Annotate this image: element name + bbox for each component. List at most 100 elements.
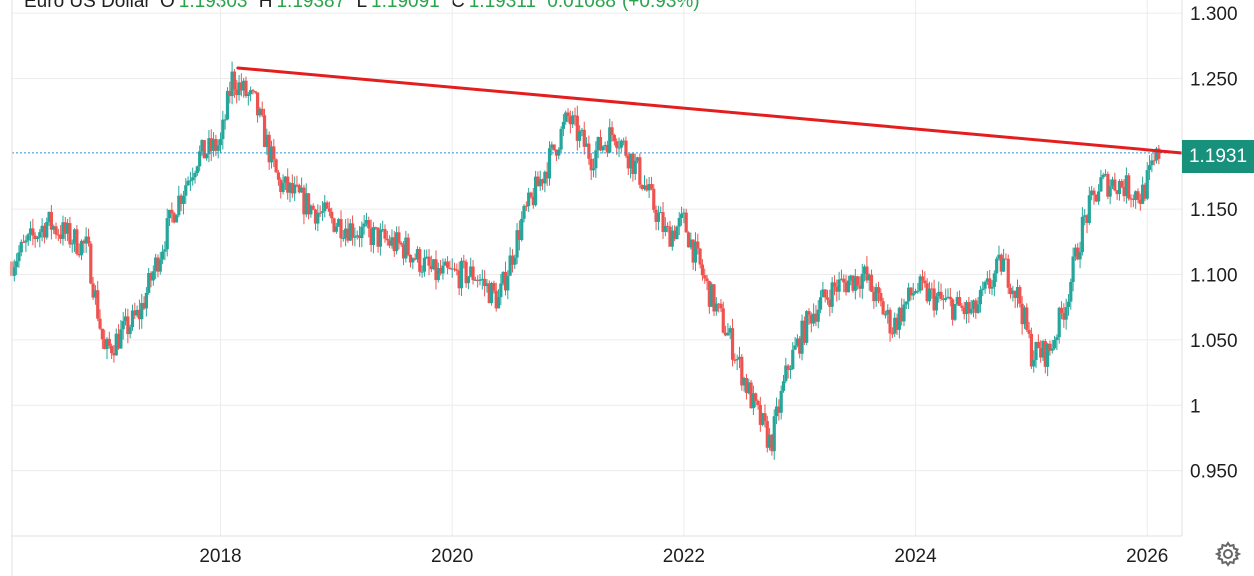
candle-body (1027, 329, 1031, 334)
candle-body (550, 144, 554, 149)
candle-body (445, 261, 450, 268)
y-axis: 0.950 1 1.050 1.100 1.150 1.250 1.300 (1190, 4, 1238, 483)
open-label: O (160, 0, 175, 12)
candle-body (779, 390, 783, 413)
candle-body (144, 292, 148, 309)
candle-body (566, 112, 570, 117)
candle-body (661, 212, 665, 232)
candle-body (529, 192, 533, 197)
candle-body (228, 90, 232, 97)
candle-body (1020, 303, 1024, 325)
candle-body (946, 296, 950, 298)
candle-body (492, 283, 496, 291)
candle-body (858, 285, 862, 289)
candle-body (860, 273, 864, 289)
candle-body (1066, 301, 1071, 308)
candle-body (571, 115, 575, 125)
candle-body (594, 150, 598, 169)
candle-body (712, 284, 716, 312)
candle-body (487, 283, 491, 304)
candle-body (165, 218, 169, 250)
candle-body (1154, 148, 1159, 161)
candle-body (346, 228, 350, 241)
x-tick-label: 2026 (1126, 546, 1168, 567)
candle-body (223, 119, 227, 121)
candle-body (371, 227, 376, 246)
candle-body (267, 134, 271, 163)
candle-body (209, 138, 213, 151)
candle-body (953, 304, 957, 320)
change-percent: (+0.93%) (621, 0, 700, 12)
candle-body (786, 365, 790, 370)
candle-body (12, 267, 16, 276)
candle-body (286, 176, 290, 193)
candle-body (710, 284, 714, 307)
candle-body (902, 304, 906, 322)
candle-body (388, 240, 392, 246)
candle-body (964, 302, 969, 315)
candle-body (297, 185, 301, 193)
candle-body (707, 281, 711, 307)
candle-body (357, 235, 362, 239)
last-price-tag: 1.1931 (1182, 140, 1254, 173)
trendline[interactable] (236, 66, 1184, 155)
candle-body (626, 155, 630, 169)
candle-body (939, 291, 943, 299)
candle-body (198, 151, 202, 167)
candle-body (295, 184, 299, 186)
candle-body (552, 144, 556, 151)
y-tick-label: 1.250 (1190, 69, 1238, 90)
candle-body (304, 193, 308, 215)
x-axis: 2018 2020 2022 2024 2026 (199, 546, 1168, 567)
candle-body (547, 148, 552, 179)
candle-body (249, 90, 253, 95)
candle-body (63, 222, 67, 234)
candle-body (38, 232, 42, 238)
candle-body (793, 345, 797, 350)
candle-body (374, 227, 378, 229)
close-value: 1.19311 (468, 0, 537, 12)
candle-body (691, 239, 695, 263)
candle-body (1141, 184, 1145, 204)
candle-body (865, 266, 869, 281)
candle-body (149, 273, 153, 281)
y-tick-label: 0.950 (1190, 462, 1238, 483)
candle-body (923, 280, 927, 284)
candle-body (517, 230, 521, 240)
candle-body (54, 226, 58, 235)
candle-body (323, 202, 327, 212)
candle-body (705, 278, 709, 282)
candle-body (325, 202, 329, 209)
candle-body (188, 180, 192, 182)
candle-body (1096, 191, 1101, 202)
candle-body (376, 227, 380, 247)
candle-body (126, 316, 130, 335)
candle-body (944, 297, 948, 300)
candle-body (293, 184, 297, 194)
candle-body (360, 226, 364, 239)
candle-body (59, 234, 63, 239)
candle-body (666, 225, 670, 227)
candle-body (557, 149, 561, 156)
candle-body (1110, 179, 1115, 187)
candle-body (853, 276, 857, 291)
candle-body (480, 278, 484, 280)
candle-body (114, 333, 118, 356)
candle-body (283, 176, 287, 183)
candle-body (15, 261, 19, 268)
candle-body (452, 268, 457, 270)
candle-body (837, 279, 841, 292)
candle-body (960, 305, 964, 308)
candle-body (450, 268, 454, 270)
candle-body (686, 232, 691, 248)
candle-body (466, 276, 471, 284)
candle-body (816, 309, 820, 322)
candle-body (107, 338, 111, 346)
candle-body (849, 275, 853, 281)
candle-body (846, 280, 850, 293)
candle-body (151, 271, 155, 281)
settings-button[interactable] (1214, 540, 1242, 568)
x-tick-label: 2020 (431, 546, 473, 567)
candle-body (670, 230, 674, 247)
